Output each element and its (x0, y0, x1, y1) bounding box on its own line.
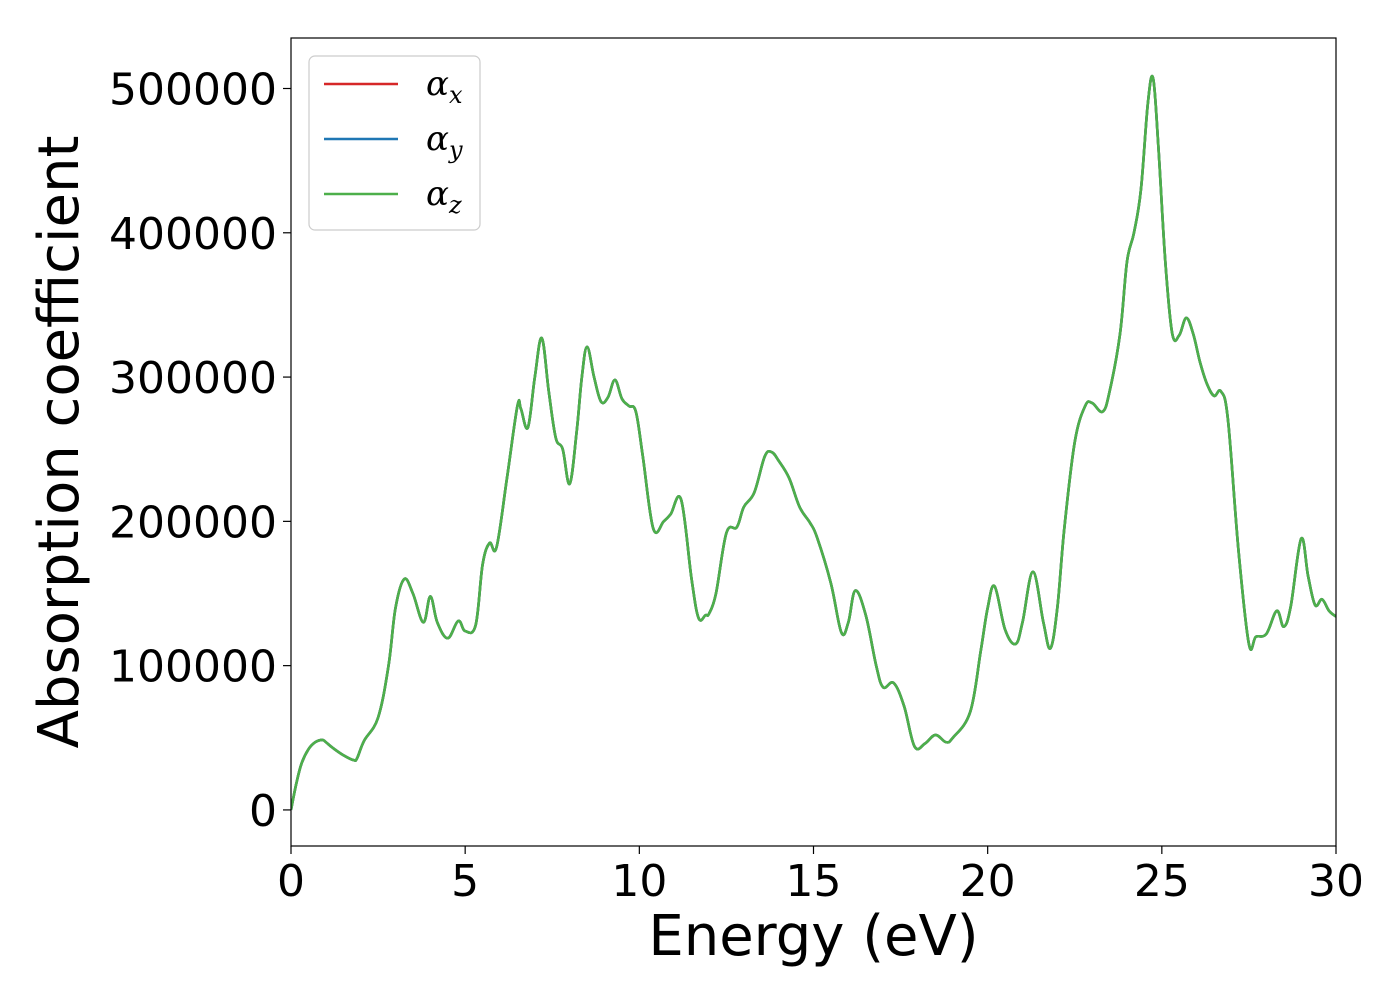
x-tick-label: 0 (277, 856, 305, 907)
x-tick-label: 10 (611, 856, 667, 907)
y-tick-label: 0 (249, 786, 277, 837)
legend: αx αy αz (308, 55, 481, 231)
legend-label-x: αx (426, 64, 463, 109)
x-tick-label: 20 (960, 856, 1016, 907)
y-tick-label: 100000 (109, 642, 277, 693)
legend-label-z: αz (426, 174, 462, 219)
y-tick-label: 500000 (109, 65, 277, 116)
y-tick-label: 200000 (109, 497, 277, 548)
x-tick-label: 25 (1134, 856, 1190, 907)
legend-box (308, 55, 481, 231)
x-axis-label: Energy (eV) (648, 904, 978, 969)
y-tick-label: 300000 (109, 353, 277, 404)
x-axis: 0 5 10 15 20 25 30 (277, 846, 1364, 907)
x-tick-label: 30 (1308, 856, 1364, 907)
series-line-z (291, 74, 1336, 811)
x-tick-label: 15 (786, 856, 842, 907)
y-axis-label: Absorption coefficient (27, 136, 92, 749)
legend-label-y: αy (426, 119, 463, 164)
y-axis: 0 100000 200000 300000 400000 500000 (109, 65, 291, 837)
x-tick-label: 5 (451, 856, 479, 907)
y-tick-label: 400000 (109, 209, 277, 260)
series-layer (291, 74, 1336, 811)
